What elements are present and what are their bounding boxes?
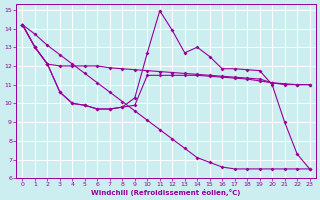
X-axis label: Windchill (Refroidissement éolien,°C): Windchill (Refroidissement éolien,°C) — [91, 189, 241, 196]
